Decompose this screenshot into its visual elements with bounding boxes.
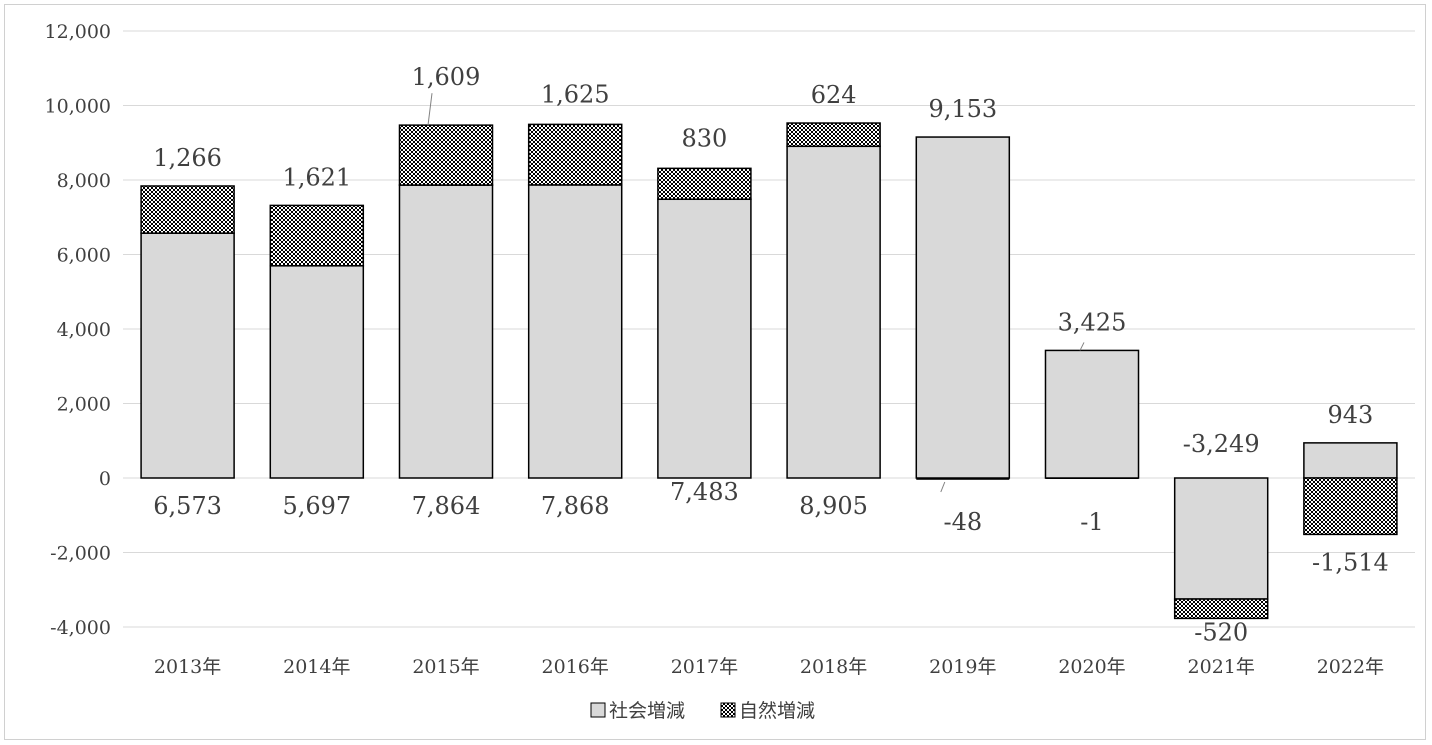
bar-natural (1045, 478, 1139, 479)
x-category-label: 2019年 (929, 656, 996, 678)
bar-natural (398, 124, 494, 186)
x-category-label: 2022年 (1317, 656, 1384, 678)
data-label-natural: 1,625 (541, 80, 610, 108)
data-label-social: 3,425 (1058, 308, 1127, 336)
data-label-natural: -1 (1080, 508, 1103, 536)
data-label-social: 7,483 (670, 478, 739, 506)
data-label-natural: 1,266 (153, 144, 222, 172)
x-category-label: 2014年 (283, 656, 350, 678)
x-category-label: 2020年 (1058, 656, 1125, 678)
data-labels: 6,573 1,266 5,697 1,621 7,864 1,609 7,868 1,625… (153, 63, 1389, 646)
bar-natural (786, 122, 881, 148)
data-label-natural: 1,621 (282, 163, 351, 191)
data-label-natural: 830 (681, 124, 727, 152)
data-label-social: 9,153 (928, 95, 997, 123)
data-label-natural: 624 (811, 81, 857, 109)
bar-social (398, 184, 494, 479)
x-category-label: 2017年 (671, 656, 738, 678)
data-label-natural: -48 (943, 508, 982, 536)
y-tick-label: 10,000 (45, 96, 111, 118)
bar-social (657, 198, 752, 479)
bar-natural (657, 167, 752, 201)
bar-natural (1303, 477, 1398, 536)
leader-line (940, 481, 946, 493)
y-tick-label: 0 (99, 468, 111, 490)
leader-lines (427, 93, 1085, 493)
bar-social (1303, 442, 1398, 479)
y-tick-label: -2,000 (50, 543, 111, 565)
legend-swatch-natural (720, 702, 736, 718)
bar-natural (1173, 598, 1269, 620)
bar-social (1173, 477, 1269, 600)
legend-swatch-social (590, 702, 606, 718)
bar-natural (140, 185, 235, 234)
y-tick-label: -4,000 (50, 617, 111, 639)
legend: 社会増減 自然増減 (590, 700, 815, 722)
data-label-natural: -1,514 (1312, 548, 1389, 576)
data-label-natural: -520 (1194, 618, 1248, 646)
data-label-social: 943 (1327, 401, 1373, 429)
y-tick-label: 12,000 (45, 21, 111, 43)
x-axis-category-labels: 2013年 2014年 2015年 2016年 2017年 2018年 2019年 2020年… (154, 656, 1384, 678)
y-axis-tick-labels: -4,000 -2,000 0 2,000 4,000 6,000 8,000 10,000 1… (45, 21, 111, 639)
legend-label-natural: 自然増減 (739, 700, 815, 722)
bar-social (269, 265, 365, 479)
bar-chart: -4,000 -2,000 0 2,000 4,000 6,000 8,000 10,000 1… (45, 21, 1415, 722)
x-category-label: 2015年 (412, 656, 479, 678)
x-category-label: 2021年 (1188, 656, 1255, 678)
bar-natural (527, 123, 623, 186)
data-label-social: 8,905 (799, 492, 868, 520)
bar-social (786, 145, 881, 479)
y-tick-label: 8,000 (57, 170, 111, 192)
bar-social (915, 136, 1011, 479)
y-tick-label: 2,000 (57, 394, 111, 416)
data-label-social: 6,573 (153, 492, 222, 520)
data-label-social: -3,249 (1183, 430, 1260, 458)
chart-frame: -4,000 -2,000 0 2,000 4,000 6,000 8,000 10,000 1… (4, 4, 1426, 740)
x-category-label: 2016年 (542, 656, 609, 678)
bar-social (140, 232, 235, 479)
x-category-label: 2018年 (800, 656, 867, 678)
bars (140, 122, 1398, 620)
bar-social (1044, 349, 1140, 479)
x-category-label: 2013年 (154, 656, 221, 678)
leader-line (427, 93, 433, 126)
bar-natural (269, 204, 365, 267)
bar-social (527, 184, 623, 479)
data-label-social: 7,868 (541, 492, 610, 520)
leader-line (1079, 342, 1085, 351)
data-label-social: 5,697 (282, 492, 351, 520)
data-label-natural: 1,609 (412, 63, 481, 91)
y-tick-label: 6,000 (57, 245, 111, 267)
data-label-social: 7,864 (412, 492, 481, 520)
y-tick-label: 4,000 (57, 319, 111, 341)
bar-natural (916, 478, 1010, 480)
legend-label-social: 社会増減 (609, 700, 685, 722)
